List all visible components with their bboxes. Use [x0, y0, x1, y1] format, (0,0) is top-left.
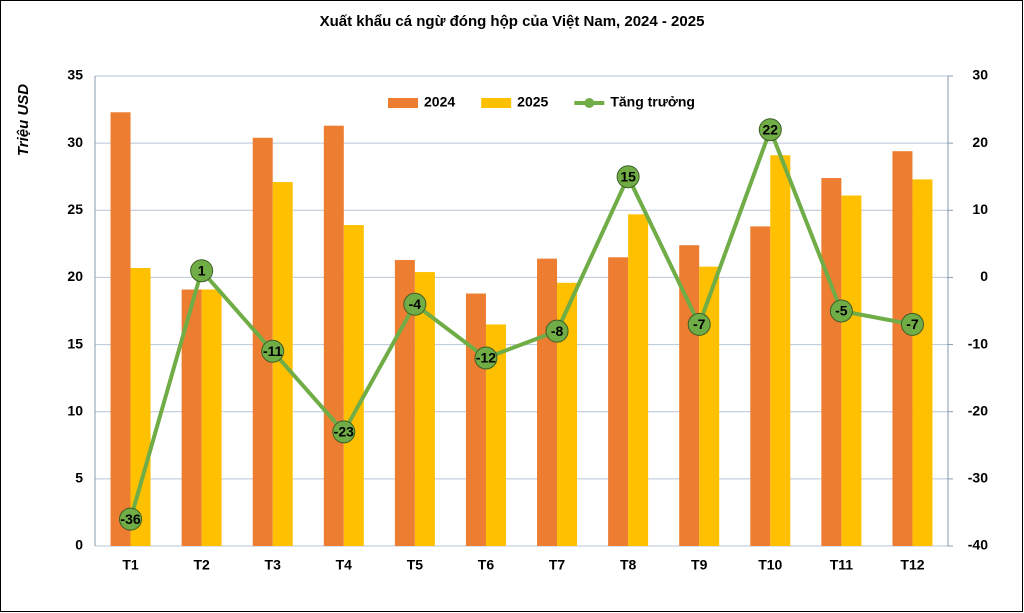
bar	[628, 214, 649, 547]
bar	[892, 151, 913, 546]
x-tick-label: T5	[407, 557, 424, 573]
bar	[201, 289, 222, 546]
bar	[537, 258, 558, 546]
data-label: -7	[906, 316, 919, 332]
y-tick-label: 35	[67, 67, 83, 83]
y-tick-label: 25	[67, 201, 83, 217]
bar	[465, 293, 486, 546]
y2-tick-label: -40	[968, 537, 988, 553]
data-label: -11	[263, 343, 283, 359]
x-tick-label: T10	[758, 557, 782, 573]
marker	[616, 165, 640, 189]
data-label: -5	[835, 303, 848, 319]
bar	[110, 112, 131, 546]
bar	[750, 226, 771, 546]
y2-tick-label: 30	[972, 67, 988, 83]
legend-swatch	[388, 98, 418, 108]
x-tick-label: T11	[830, 557, 854, 573]
data-label: -36	[120, 511, 140, 527]
y2-tick-label: -10	[968, 335, 988, 351]
y2-tick-label: -20	[968, 402, 988, 418]
marker	[758, 118, 782, 142]
y2-tick-label: 0	[980, 268, 988, 284]
marker	[829, 299, 853, 323]
data-label: -7	[693, 316, 706, 332]
bar	[770, 155, 791, 546]
bar	[130, 268, 151, 546]
bar	[699, 266, 720, 546]
y2-tick-label: 10	[972, 201, 988, 217]
legend-label: Tăng trưởng	[610, 94, 695, 110]
line	[128, 124, 913, 520]
marker	[403, 292, 427, 316]
y2-tick-label: -30	[968, 470, 988, 486]
y-tick-label: 20	[67, 268, 83, 284]
x-tick-label: T12	[900, 557, 924, 573]
x-tick-label: T2	[193, 557, 210, 573]
bar	[821, 178, 842, 547]
legend-label: 2025	[517, 94, 548, 110]
y-tick-label: 10	[67, 402, 83, 418]
bar	[181, 289, 202, 546]
bar	[343, 225, 364, 547]
x-tick-label: T7	[549, 557, 566, 573]
data-label: -23	[334, 424, 354, 440]
y-tick-label: 15	[67, 335, 83, 351]
bar	[485, 324, 506, 546]
bar	[912, 179, 933, 546]
marker	[474, 346, 498, 370]
x-tick-label: T1	[122, 557, 139, 573]
y-tick-label: 5	[75, 470, 83, 486]
legend-swatch	[481, 98, 512, 108]
data-label: 1	[198, 262, 206, 278]
marker	[900, 312, 924, 336]
x-tick-label: T9	[691, 557, 708, 573]
marker	[687, 312, 711, 336]
x-tick-label: T6	[478, 557, 495, 573]
data-label: -8	[551, 323, 564, 339]
marker	[332, 420, 356, 444]
data-label: -4	[409, 296, 422, 312]
bar	[414, 272, 435, 546]
data-label: 22	[763, 121, 779, 137]
x-tick-label: T8	[620, 557, 637, 573]
legend-label: 2024	[424, 94, 455, 110]
x-tick-label: T4	[336, 557, 353, 573]
data-label: 15	[620, 168, 636, 184]
marker	[190, 259, 214, 283]
marker	[119, 507, 143, 531]
y-tick-label: 0	[75, 537, 83, 553]
bar	[323, 125, 344, 546]
marker	[545, 319, 569, 343]
y2-tick-label: 20	[972, 134, 988, 150]
chart-title: Xuất khẩu cá ngừ đóng hộp của Việt Nam, …	[320, 13, 705, 30]
bar	[608, 257, 629, 546]
x-tick-label: T3	[265, 557, 282, 573]
bar	[557, 282, 578, 546]
data-label: -12	[476, 350, 496, 366]
bar	[841, 195, 862, 546]
legend-swatch	[584, 98, 595, 108]
marker	[261, 339, 285, 363]
y-tick-label: 30	[67, 134, 83, 150]
y-axis-label: Triệu USD	[15, 84, 32, 156]
